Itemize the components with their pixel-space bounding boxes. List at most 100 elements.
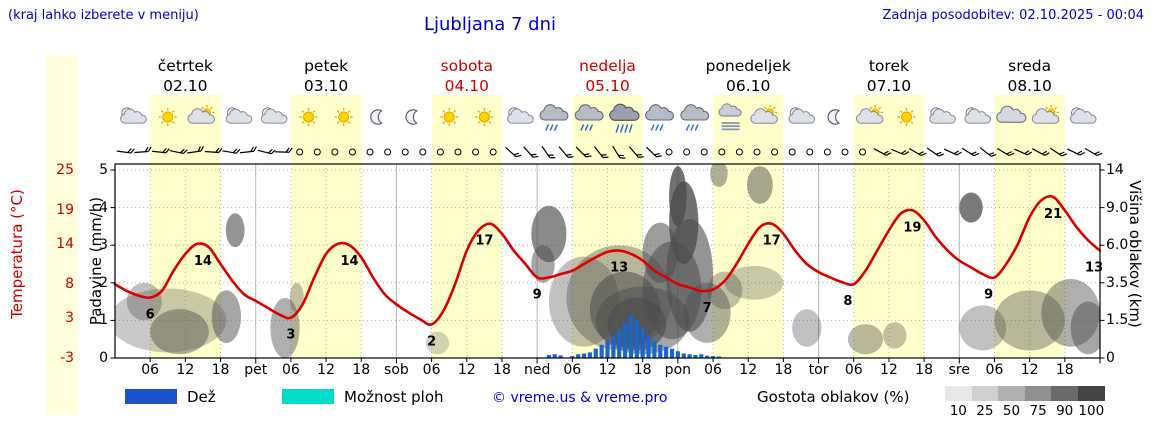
wind-barb-icon xyxy=(961,147,980,157)
wind-barb-icon xyxy=(558,146,574,158)
rain-icon xyxy=(539,104,569,131)
left-margin-strip xyxy=(46,55,78,415)
wind-barb-icon xyxy=(873,148,892,156)
rain-icon xyxy=(680,104,710,131)
wind-barb-icon xyxy=(593,146,609,159)
heavy-rain-icon xyxy=(609,103,640,133)
wind-barbs-row xyxy=(116,145,1103,159)
svg-text:17: 17 xyxy=(763,234,781,249)
calm-wind-icon xyxy=(454,148,462,156)
wind-barb-icon xyxy=(257,148,276,155)
last-updated: Zadnja posodobitev: 02.10.2025 - 00:04 xyxy=(882,8,1144,23)
rain-icon xyxy=(574,104,604,131)
wind-barb-icon xyxy=(1067,148,1085,156)
wind-barb-icon xyxy=(628,146,644,158)
sun-icon xyxy=(440,108,459,126)
svg-text:9: 9 xyxy=(533,287,542,302)
rain-legend-label: Dež xyxy=(187,388,216,406)
calm-wind-icon xyxy=(683,148,691,156)
sun-cloud-icon xyxy=(855,104,884,124)
sun-icon xyxy=(897,108,916,126)
density-gradient-segment xyxy=(1051,386,1078,401)
svg-text:2: 2 xyxy=(427,334,436,349)
cloud-density-legend-label: Gostota oblakov (%) xyxy=(757,388,910,406)
wind-barb-icon xyxy=(523,146,539,158)
wind-barb-icon xyxy=(116,148,135,154)
cloud-density-gradient xyxy=(945,386,1105,401)
wind-barb-icon xyxy=(541,145,556,159)
calm-wind-icon xyxy=(296,148,304,156)
moon-cloud-icon xyxy=(929,107,956,124)
sun-cloud-icon xyxy=(1031,104,1060,124)
calm-wind-icon xyxy=(366,148,374,156)
svg-text:21: 21 xyxy=(1044,207,1062,222)
calm-wind-icon xyxy=(436,148,444,156)
weather-icons-row xyxy=(120,103,1097,133)
moon-icon xyxy=(405,109,418,125)
calm-wind-icon xyxy=(718,148,726,156)
calm-wind-icon xyxy=(771,148,779,156)
wind-barb-icon xyxy=(646,146,662,158)
calm-wind-icon xyxy=(788,148,796,156)
svg-text:7: 7 xyxy=(703,301,712,316)
calm-wind-icon xyxy=(753,148,761,156)
moon-icon xyxy=(370,109,383,125)
cloud-icon xyxy=(996,105,1027,123)
calm-wind-icon xyxy=(823,148,831,156)
wind-barb-icon xyxy=(505,146,522,158)
moon-cloud-icon xyxy=(225,107,253,124)
sun-cloud-icon xyxy=(187,104,215,124)
sun-cloud-icon xyxy=(750,104,778,124)
wind-barb-icon xyxy=(169,148,188,155)
moon-cloud-icon xyxy=(260,107,288,124)
sun-icon xyxy=(158,108,177,126)
cloud-layers xyxy=(115,164,1100,358)
calm-wind-icon xyxy=(419,148,427,156)
copyright-link[interactable]: © vreme.us & vreme.pro xyxy=(492,390,668,406)
calm-wind-icon xyxy=(859,148,867,156)
rain-icon xyxy=(645,104,674,131)
svg-text:9: 9 xyxy=(984,287,993,302)
moon-cloud-icon xyxy=(1069,107,1097,124)
rain-legend-swatch xyxy=(125,389,177,404)
fog-icon xyxy=(718,103,742,131)
wind-barb-icon xyxy=(1014,148,1033,156)
calm-wind-icon xyxy=(665,148,673,156)
menu-note: (kraj lahko izberete v meniju) xyxy=(8,8,199,23)
svg-text:17: 17 xyxy=(475,234,493,249)
calm-wind-icon xyxy=(384,148,392,156)
svg-text:13: 13 xyxy=(610,261,628,276)
wind-barb-icon xyxy=(134,146,152,154)
calm-wind-icon xyxy=(841,148,849,156)
density-gradient-segment xyxy=(945,386,972,401)
density-gradient-segment xyxy=(971,386,999,401)
wind-barb-icon xyxy=(575,146,592,158)
calm-wind-icon xyxy=(700,148,708,156)
calm-wind-icon xyxy=(806,148,814,156)
svg-text:13: 13 xyxy=(1085,261,1103,276)
svg-text:3: 3 xyxy=(286,328,295,343)
wind-barb-icon xyxy=(908,147,927,157)
svg-text:6: 6 xyxy=(146,308,155,323)
svg-text:14: 14 xyxy=(194,254,212,269)
calm-wind-icon xyxy=(331,148,339,156)
wind-barb-icon xyxy=(1031,148,1050,156)
wind-barb-icon xyxy=(979,147,997,157)
moon-cloud-icon xyxy=(964,107,991,124)
calm-wind-icon xyxy=(489,148,497,156)
calm-wind-icon xyxy=(348,148,356,156)
density-gradient-segment xyxy=(1024,386,1052,401)
wind-barb-icon xyxy=(1049,147,1068,157)
svg-text:8: 8 xyxy=(843,294,852,309)
wind-barb-icon xyxy=(943,148,962,156)
temperature-curve xyxy=(113,194,1102,326)
density-gradient-segment xyxy=(1077,386,1105,401)
wind-barb-icon xyxy=(926,147,944,157)
moon-icon xyxy=(827,109,841,125)
svg-text:19: 19 xyxy=(903,220,921,235)
calm-wind-icon xyxy=(313,148,321,156)
daytime-bands xyxy=(150,95,1065,358)
calm-wind-icon xyxy=(472,148,480,156)
